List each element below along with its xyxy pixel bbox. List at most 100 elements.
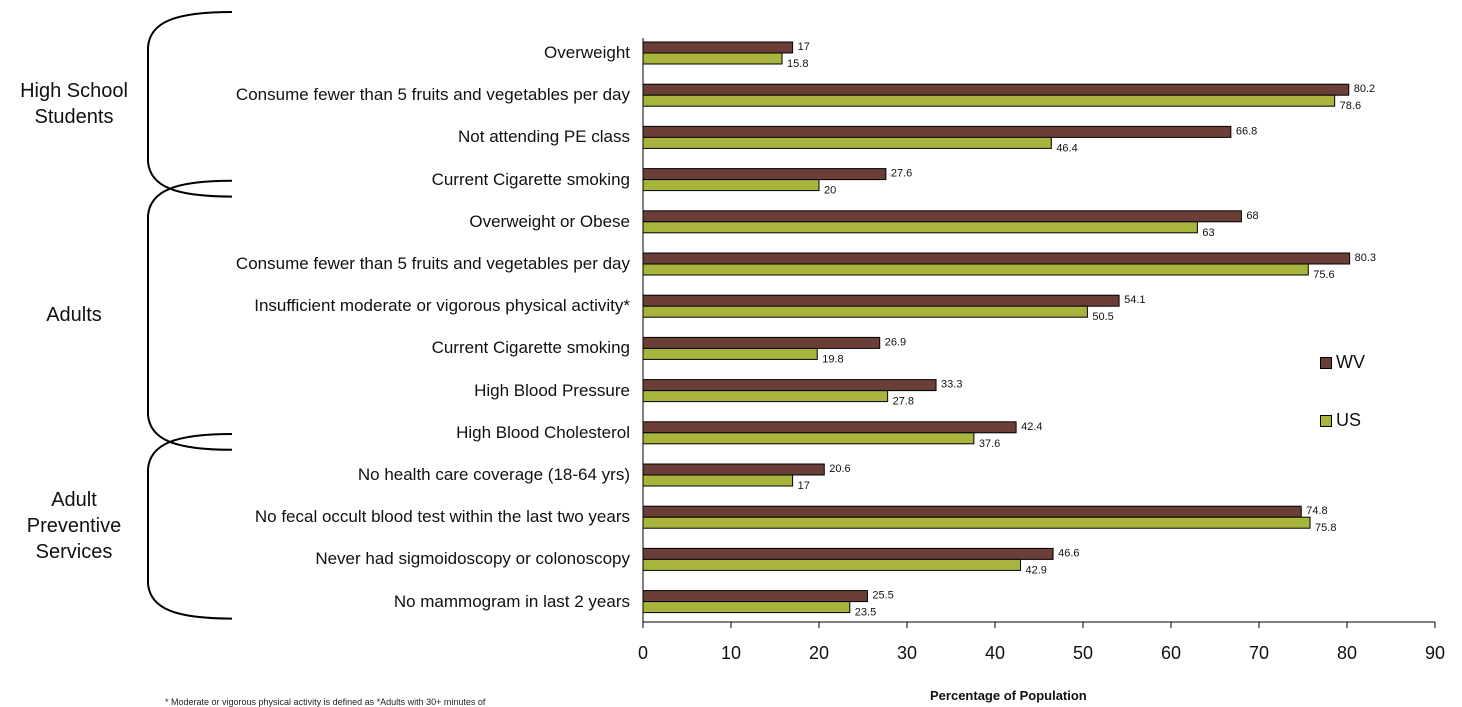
bar-wv	[642, 252, 1351, 265]
group-label: High School Students	[0, 78, 148, 130]
bar-us	[642, 221, 1198, 234]
bar-us	[642, 347, 818, 360]
bar-value-label: 27.8	[893, 396, 914, 408]
legend-label: WV	[1336, 352, 1365, 372]
bar-value-label: 78.6	[1340, 100, 1361, 112]
legend-swatch	[1320, 357, 1332, 370]
group-brace	[147, 179, 233, 451]
bar-wv	[642, 83, 1350, 96]
bar-us	[642, 601, 851, 614]
bar-wv	[642, 505, 1302, 518]
x-tick-label: 0	[638, 643, 648, 663]
bar-value-label: 50.5	[1092, 311, 1113, 323]
legend-swatch	[1320, 415, 1332, 428]
bar-us	[642, 432, 975, 445]
bar-value-label: 19.8	[822, 353, 843, 365]
bar-wv	[642, 294, 1120, 307]
category-label: Insufficient moderate or vigorous physic…	[254, 296, 630, 316]
group-label-line: Services	[35, 541, 113, 564]
legend-item-us: US	[1320, 410, 1361, 430]
bar-us	[642, 474, 794, 487]
category-label: No health care coverage (18-64 yrs)	[357, 465, 630, 484]
bar-wv	[642, 421, 1017, 434]
bar-wv	[642, 547, 1054, 560]
bar-value-label: 33.3	[941, 379, 962, 391]
category-label: High Blood Pressure	[474, 380, 630, 400]
category-label: Overweight or Obese	[469, 211, 630, 231]
bar-us	[642, 94, 1336, 107]
category-label: Overweight	[544, 43, 630, 62]
category-label: No fecal occult blood test within the la…	[254, 507, 630, 527]
bar-value-label: 42.4	[1021, 421, 1042, 433]
group-brace	[147, 433, 233, 620]
x-axis-label: Percentage of Population	[930, 688, 1087, 703]
group-label-line: Adult	[51, 489, 97, 512]
category-label: No mammogram in last 2 years	[393, 591, 630, 611]
group-label-line: High School	[20, 80, 128, 103]
group-label-line: Students	[34, 106, 114, 129]
bar-us	[642, 558, 1022, 571]
x-tick-label: 50	[1073, 643, 1093, 663]
x-tick-label: 20	[809, 643, 829, 663]
bar-value-label: 54.1	[1124, 294, 1145, 306]
bar-value-label: 75.8	[1315, 522, 1336, 534]
bar-value-label: 26.9	[885, 336, 906, 348]
bar-value-label: 20	[824, 185, 836, 197]
x-tick-label: 80	[1337, 643, 1357, 663]
group-label-line: Preventive	[26, 515, 122, 538]
category-label: Consume fewer than 5 fruits and vegetabl…	[235, 85, 630, 105]
category-label: Never had sigmoidoscopy or colonoscopy	[315, 549, 630, 569]
bar-value-label: 17	[798, 480, 810, 492]
bar-wv	[642, 590, 868, 603]
group-label-line: Adults	[46, 304, 102, 327]
bar-value-label: 20.6	[829, 463, 850, 475]
bar-value-label: 27.6	[891, 168, 912, 180]
bar-value-label: 74.8	[1306, 505, 1327, 517]
bar-value-label: 46.6	[1058, 547, 1079, 559]
bar-value-label: 80.2	[1354, 83, 1375, 95]
bar-value-label: 66.8	[1236, 125, 1257, 137]
category-label: Current Cigarette smoking	[431, 169, 630, 189]
category-label: Consume fewer than 5 fruits and vegetabl…	[235, 254, 630, 273]
category-label: Not attending PE class	[458, 127, 630, 147]
bar-wv	[642, 463, 825, 476]
bar-wv	[642, 336, 881, 349]
legend-item-wv: WV	[1320, 352, 1365, 372]
bar-value-label: 25.5	[872, 590, 893, 602]
bar-value-label: 46.4	[1056, 142, 1077, 154]
category-label: Current Cigarette smoking	[431, 338, 630, 358]
bar-value-label: 23.5	[855, 607, 876, 619]
bar-value-label: 17	[798, 41, 810, 53]
bar-us	[642, 179, 820, 192]
bar-wv	[642, 379, 937, 392]
x-tick-label: 10	[721, 643, 741, 663]
bar-us	[642, 263, 1309, 276]
bar-wv	[642, 41, 794, 54]
bar-wv	[642, 125, 1232, 138]
bar-value-label: 80.3	[1355, 252, 1376, 264]
x-tick-label: 70	[1249, 643, 1269, 663]
bar-value-label: 42.9	[1026, 564, 1047, 576]
bar-value-label: 75.6	[1313, 269, 1334, 281]
bar-us	[642, 136, 1052, 149]
bar-value-label: 15.8	[787, 58, 808, 70]
group-label: Adults	[0, 302, 148, 328]
bar-us	[642, 52, 783, 65]
bar-value-label: 37.6	[979, 438, 1000, 450]
bar-wv	[642, 168, 887, 181]
x-tick-label: 30	[897, 643, 917, 663]
bar-us	[642, 390, 889, 403]
bar-value-label: 63	[1202, 227, 1214, 239]
bar-us	[642, 305, 1088, 318]
group-label: Adult Preventive Services	[0, 487, 148, 565]
x-tick-label: 60	[1161, 643, 1181, 663]
bar-us	[642, 516, 1311, 529]
bar-value-label: 68	[1246, 210, 1258, 222]
legend-label: US	[1336, 410, 1362, 430]
x-tick-label: 40	[985, 643, 1005, 663]
group-brace	[147, 11, 233, 198]
bar-wv	[642, 210, 1242, 223]
x-tick-label: 90	[1425, 643, 1445, 663]
